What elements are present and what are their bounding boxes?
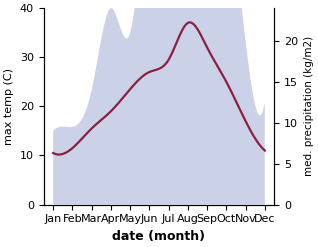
X-axis label: date (month): date (month) [113,230,205,243]
Y-axis label: max temp (C): max temp (C) [4,68,14,145]
Y-axis label: med. precipitation (kg/m2): med. precipitation (kg/m2) [304,36,314,176]
